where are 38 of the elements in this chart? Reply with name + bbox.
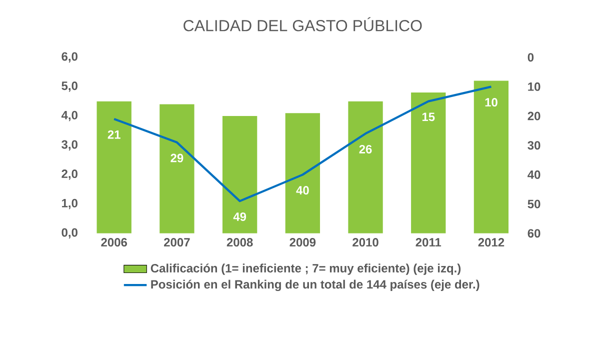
y2-tick-label: 20 — [528, 112, 540, 120]
legend-label: Posición en el Ranking de un total de 144 países (eje der.) — [151, 280, 480, 292]
data-label: 21 — [108, 130, 120, 139]
y2-tick-label: 50 — [528, 200, 540, 208]
y-tick-label: 4,0 — [61, 110, 78, 122]
bar — [348, 101, 383, 234]
data-label: 29 — [170, 154, 184, 162]
data-label: 49 — [233, 212, 246, 221]
data-label: 15 — [422, 112, 435, 122]
y-tick-label: 0,0 — [62, 228, 78, 238]
bar — [222, 116, 258, 234]
data-label: 40 — [296, 186, 309, 195]
data-label: 26 — [359, 144, 372, 154]
y-tick-label: 6,0 — [62, 52, 78, 62]
legend-label: Calificación (1= ineficiente ; 7= muy eficiente) (eje izq.) — [150, 264, 461, 275]
y-tick-label: 5,0 — [62, 82, 78, 92]
y-tick-label: 3,0 — [62, 140, 78, 150]
x-tick-label: 2007 — [164, 238, 190, 247]
x-tick-label: 2009 — [290, 238, 316, 247]
x-tick-label: 2008 — [226, 238, 253, 247]
bar — [411, 92, 446, 234]
bar — [96, 101, 132, 234]
y2-tick-label: 60 — [528, 229, 540, 238]
bar — [160, 104, 194, 234]
bar — [474, 80, 509, 234]
data-label: 10 — [485, 98, 498, 107]
y2-tick-label: 40 — [528, 170, 540, 179]
bar — [285, 113, 320, 234]
x-tick-label: 2006 — [101, 238, 127, 247]
y2-tick-label: 0 — [528, 53, 534, 62]
y-tick-label: 1,0 — [62, 198, 78, 210]
y2-tick-label: 10 — [528, 82, 540, 91]
y-tick-label: 2,0 — [62, 170, 78, 180]
x-tick-label: 2010 — [352, 238, 378, 247]
x-tick-label: 2011 — [416, 238, 442, 247]
chart-title: CALIDAD DEL GASTO PÚBLICO — [184, 17, 422, 32]
y2-tick-label: 30 — [528, 141, 540, 150]
x-tick-label: 2012 — [478, 238, 504, 247]
